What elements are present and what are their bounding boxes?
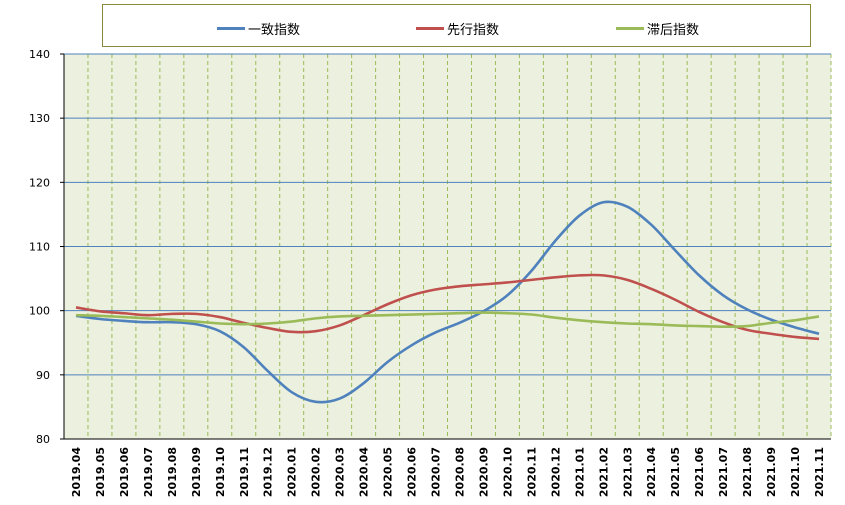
legend-label-leading: 先行指数 xyxy=(447,22,500,38)
axes xyxy=(63,54,831,440)
series-line-0 xyxy=(75,200,820,404)
x-tick-label: 2020.08 xyxy=(453,447,466,497)
chart-legend: 一致指数 先行指数 滞后指数 xyxy=(102,4,811,47)
x-tick-label: 2019.09 xyxy=(190,447,203,497)
x-tick-label: 2020.02 xyxy=(310,447,323,497)
legend-swatch-coincident xyxy=(217,26,245,30)
x-tick-label: 2020.11 xyxy=(525,447,538,497)
x-axis-tick-labels: 2019.04 2019.05 2019.06 2019.07 2019.08 2019.… xyxy=(70,447,826,497)
x-tick-label: 2019.04 xyxy=(70,447,83,497)
legend-item-coincident: 一致指数 xyxy=(217,19,301,38)
legend-label-coincident: 一致指数 xyxy=(248,22,301,38)
y-tick-label: 140 xyxy=(29,48,50,61)
y-tick-label: 130 xyxy=(29,112,50,125)
y-tick-label: 100 xyxy=(29,305,50,318)
y-tick-label: 90 xyxy=(36,369,50,382)
x-tick-label: 2019.08 xyxy=(166,447,179,497)
x-tick-label: 2021.01 xyxy=(573,447,586,497)
x-tick-label: 2020.01 xyxy=(286,447,299,497)
horizontal-gridlines xyxy=(60,53,831,440)
x-tick-label: 2019.05 xyxy=(94,447,107,497)
legend-swatch-lagging xyxy=(616,26,644,30)
y-axis-tick-labels: 80 90 100 110 120 130 140 xyxy=(29,48,50,446)
legend-item-lagging: 滞后指数 xyxy=(616,19,700,38)
x-tick-label: 2020.05 xyxy=(382,447,395,497)
series-line-2 xyxy=(75,311,820,329)
series-lines xyxy=(75,200,820,404)
x-tick-label: 2021.03 xyxy=(621,447,634,497)
legend-item-leading: 先行指数 xyxy=(416,19,500,38)
x-tick-label: 2019.12 xyxy=(262,447,275,497)
x-tick-label: 2020.12 xyxy=(549,447,562,497)
x-tick-label: 2019.11 xyxy=(238,447,251,497)
x-tick-label: 2019.07 xyxy=(142,447,155,497)
legend-swatch-leading xyxy=(416,26,444,30)
x-tick-label: 2020.06 xyxy=(406,447,419,497)
x-tick-label: 2020.09 xyxy=(477,447,490,497)
y-tick-label: 80 xyxy=(36,433,50,446)
x-tick-label: 2021.10 xyxy=(789,447,802,497)
x-tick-label: 2020.10 xyxy=(501,447,514,497)
x-tick-label: 2019.10 xyxy=(214,447,227,497)
x-tick-label: 2020.07 xyxy=(430,447,443,497)
x-tick-label: 2021.07 xyxy=(717,447,730,497)
x-tick-label: 2021.11 xyxy=(813,447,826,497)
series-line-1 xyxy=(75,273,820,341)
x-tick-label: 2019.06 xyxy=(118,447,131,497)
x-tick-label: 2021.06 xyxy=(693,447,706,497)
x-tick-label: 2020.03 xyxy=(334,447,347,497)
x-tick-label: 2021.02 xyxy=(597,447,610,497)
legend-label-lagging: 滞后指数 xyxy=(647,22,700,38)
x-tick-label: 2021.05 xyxy=(669,447,682,497)
y-tick-label: 110 xyxy=(29,241,50,254)
x-tick-label: 2021.04 xyxy=(645,447,658,497)
y-tick-label: 120 xyxy=(29,176,50,189)
x-tick-label: 2021.09 xyxy=(765,447,778,497)
x-tick-label: 2020.04 xyxy=(358,447,371,497)
x-tick-label: 2021.08 xyxy=(741,447,754,497)
